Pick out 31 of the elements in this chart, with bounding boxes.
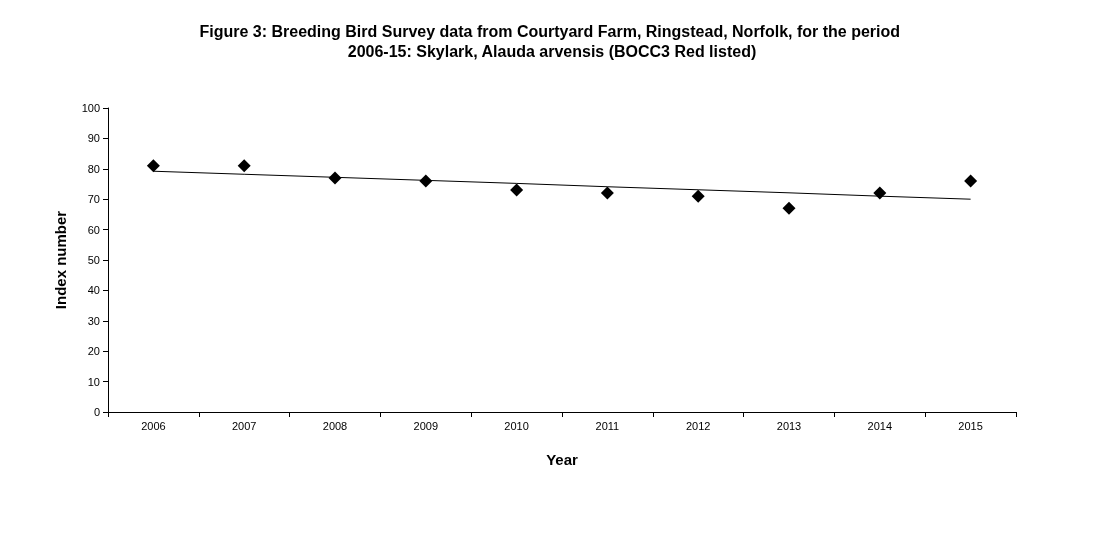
y-tick-label: 90 <box>87 132 100 145</box>
x-tick-label: 2008 <box>322 419 348 432</box>
x-tick-label: 2007 <box>231 419 257 432</box>
y-axis-title: Index number <box>52 210 69 310</box>
x-tick-label: 2014 <box>867 419 893 432</box>
x-axis-title: Year <box>546 451 579 468</box>
point <box>600 186 614 200</box>
x-tick-label: 2013 <box>776 419 802 432</box>
point <box>146 159 160 173</box>
chart-title: Figure 3: Breeding Bird Survey data from Courtyard Farm, Ringstead, Norfolk, for the period 2006-15: Skylark, Alauda arvensis (BOCC3 Red listed) <box>199 22 905 60</box>
y-tick-label: 10 <box>87 375 100 388</box>
point <box>237 159 251 173</box>
y-tick-label: 70 <box>87 193 100 206</box>
y-tick-label: 30 <box>87 314 100 327</box>
y-tick-label: 20 <box>87 345 100 358</box>
y-tick-label: 80 <box>87 162 100 175</box>
x-tick-label: 2006 <box>141 419 166 432</box>
y-tick-label: 40 <box>87 284 100 297</box>
y-tick-label: 0 <box>93 406 100 418</box>
y-tick-label: 50 <box>87 254 100 266</box>
point <box>510 183 524 197</box>
point <box>782 201 796 215</box>
point <box>964 174 978 188</box>
x-tick-label: 2011 <box>595 419 620 432</box>
x-tick-label: 2012 <box>685 419 711 432</box>
y-tick-label: 100 <box>81 102 100 114</box>
point <box>691 189 705 203</box>
x-tick-label: 2009 <box>413 419 439 432</box>
x-tick-label: 2015 <box>958 419 983 432</box>
x-tick-label: 2010 <box>504 419 529 432</box>
y-tick-label: 60 <box>87 223 100 236</box>
